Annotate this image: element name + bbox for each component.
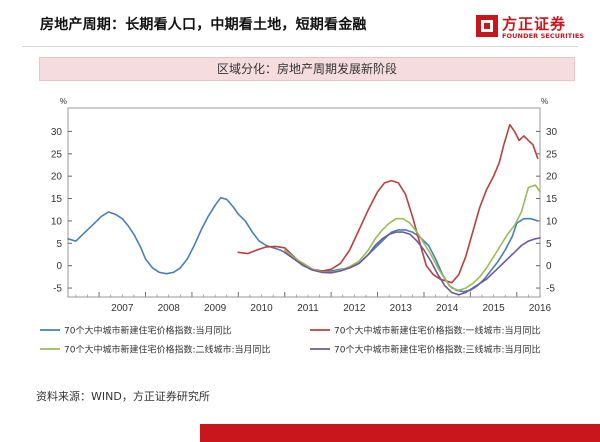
x-tick-label: 2011 xyxy=(297,303,319,314)
x-tick-label: 2007 xyxy=(111,303,134,314)
y-tick-label-right: 5 xyxy=(546,239,552,250)
right-unit-label: % xyxy=(541,97,548,106)
y-tick-label-right: -5 xyxy=(546,284,555,295)
y-tick-label-left: 15 xyxy=(51,194,63,205)
chart-series xyxy=(67,123,541,296)
x-tick-label: 2012 xyxy=(343,303,366,314)
legend-label-1: 70个大中城市新建住宅价格指数:当月同比 xyxy=(64,325,232,337)
legend-label-4: 70个大中城市新建住宅价格指数:三线城市:当月同比 xyxy=(334,344,541,356)
y-tick-label-left: 30 xyxy=(51,127,63,138)
x-tick-label: 2014 xyxy=(436,303,459,314)
y-tick-label-left: -5 xyxy=(53,284,62,295)
logo-text-en: FOUNDER SECURITIES xyxy=(502,32,585,40)
section-banner: 区域分化：房地产周期发展新阶段 xyxy=(39,57,575,81)
y-tick-label-right: 15 xyxy=(546,194,558,205)
left-unit-label: % xyxy=(60,97,67,106)
x-tick-label: 2008 xyxy=(158,303,181,314)
x-tick-label: 2010 xyxy=(250,303,273,314)
x-tick-label: 2016 xyxy=(529,303,552,314)
plot-frame xyxy=(67,107,541,298)
chart-legend: 70个大中城市新建住宅价格指数:当月同比 70个大中城市新建住宅价格指数:一线城市… xyxy=(40,325,541,356)
y-tick-label-left: 20 xyxy=(51,172,63,183)
series-line-1 xyxy=(67,196,539,293)
y-tick-label-right: 20 xyxy=(546,172,558,183)
y-tick-label-right: 30 xyxy=(546,127,558,138)
chart-axes: -5 0 5 10 15 20 25 30 -5 0 5 10 15 20 25 30% % 2007 2008 20… xyxy=(51,97,558,314)
x-tick-label: 2009 xyxy=(204,303,227,314)
y-tick-label-right: 10 xyxy=(546,216,558,227)
series-line-2 xyxy=(237,123,539,284)
source-note: 资料来源：WIND，方正证券研究所 xyxy=(36,390,210,403)
y-tick-label-right: 25 xyxy=(546,149,558,160)
y-tick-label-left: 5 xyxy=(56,239,62,250)
title-divider xyxy=(22,46,578,47)
brand-logo: 方正证券 FOUNDER SECURITIES xyxy=(476,12,586,46)
legend-label-2: 70个大中城市新建住宅价格指数:一线城市:当月同比 xyxy=(334,325,541,337)
legend-label-3: 70个大中城市新建住宅价格指数:二线城市:当月同比 xyxy=(64,344,271,356)
y-tick-label-left: 0 xyxy=(56,261,62,272)
y-tick-label-left: 10 xyxy=(51,216,63,227)
y-tick-label-right: 0 xyxy=(546,261,552,272)
series-line-3 xyxy=(283,184,541,292)
x-tick-label: 2013 xyxy=(390,303,413,314)
logo-text-cn: 方正证券 xyxy=(502,15,567,33)
x-tick-label: 2015 xyxy=(482,303,505,314)
logo-mark-icon xyxy=(476,15,498,37)
y-tick-label-left: 25 xyxy=(51,149,63,160)
footer-band xyxy=(200,424,600,442)
page-title: 房地产周期：长期看人口，中期看土地，短期看金融 xyxy=(40,17,367,33)
series-line-4 xyxy=(283,231,541,296)
